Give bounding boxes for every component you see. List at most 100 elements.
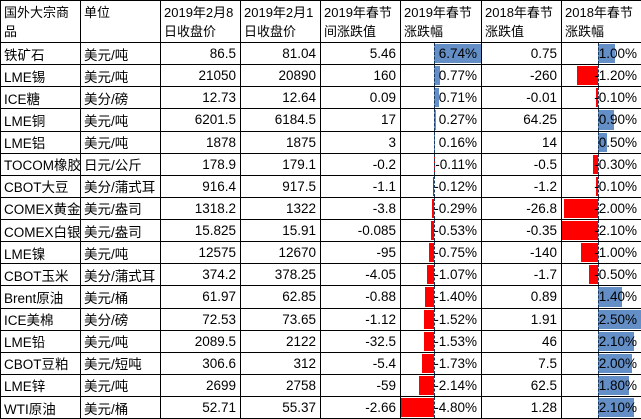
cell-value: LME镍 [4,246,46,262]
databar-axis-line [434,153,436,175]
cell-value: -5.4 [372,355,396,371]
cell-close-feb8: 72.53 [161,308,241,331]
databar-axis-line [434,242,436,264]
cell-value: LME锡 [4,69,46,85]
cell-value: 15.91 [282,223,316,239]
cell-value: -0.01 [526,90,557,106]
cell-value: 12.73 [202,90,236,106]
cell-pct-2019: -1.07% [401,264,482,287]
cell-value: ICE糖 [4,91,41,107]
cell-value: 美元/吨 [84,335,129,351]
cell-pct-2018: -2.10% [562,220,641,243]
cell-value: 81.04 [282,46,316,62]
cell-pct-2018: -1.00% [562,242,641,265]
cell-value: 179.1 [282,156,316,172]
cell-value: LME铅 [4,335,46,351]
cell-unit: 美元/吨 [81,109,161,132]
pct-value: 1.00% [598,46,637,62]
positive-data-bar [598,353,633,373]
cell-value: 2122 [285,333,316,349]
cell-value: 铁矿石 [4,47,45,63]
pct-value: 1.80% [598,377,637,393]
cell-change-2018: 62.5 [482,374,562,397]
cell-value: 73.65 [282,311,316,327]
pct-value: 2.50% [598,311,637,327]
cell-value: -0.2 [372,156,396,172]
cell-value: 美元/吨 [84,379,129,395]
cell-commodity: CBOT豆粕 [1,352,81,375]
cell-close-feb8: 306.6 [161,352,241,375]
cell-close-feb1: 378.25 [241,264,321,287]
cell-pct-2018: -0.10% [562,87,641,110]
databar-axis-line [434,131,436,153]
cell-change-2019: -1.12 [321,308,401,331]
cell-value: 374.2 [202,267,236,283]
databar-axis-line [598,131,600,153]
cell-value: -32.5 [365,333,396,349]
pct-value: -0.30% [594,156,637,172]
cell-commodity: LME铝 [1,131,81,154]
pct-value: -1.40% [434,289,477,305]
cell-value: 917.5 [282,178,316,194]
cell-value: 美元/短吨 [84,357,142,373]
databar-axis-line [434,43,436,65]
cell-change-2019: -3.8 [321,197,401,220]
positive-data-bar [598,398,635,418]
cell-value: 62.85 [282,289,316,305]
table-row: CBOT大豆 美分/蒲式耳 916.4 917.5 -1.1 -0.12% -1.2 -0.1… [1,175,641,198]
negative-data-bar [401,398,435,418]
cell-close-feb8: 52.71 [161,397,241,419]
cell-value: 美分/磅 [84,313,129,329]
cell-close-feb8: 12575 [161,242,241,265]
cell-unit: 美元/桶 [81,397,161,419]
cell-value: 美分/磅 [84,91,129,107]
cell-close-feb1: 20890 [241,65,321,88]
cell-value: 美元/桶 [84,401,129,417]
cell-pct-2018: -1.20% [562,65,641,88]
negative-data-bar [419,375,435,395]
cell-close-feb1: 73.65 [241,308,321,331]
cell-value: 2699 [205,377,236,393]
cell-pct-2019: -2.14% [401,374,482,397]
cell-commodity: TOCOM橡胶 [1,153,81,176]
cell-close-feb1: 15.91 [241,220,321,243]
header-change-2019: 2019年春节间涨跌值 [321,1,401,43]
databar-axis-line [434,175,436,197]
negative-data-bar [563,198,599,218]
cell-value: 2758 [285,377,316,393]
cell-value: 62.5 [530,377,557,393]
databar-axis-line [434,286,436,308]
cell-value: COMEX黄金 [4,202,81,218]
databar-axis-line [434,109,436,131]
cell-value: 0.75 [530,46,557,62]
cell-close-feb8: 6201.5 [161,109,241,132]
pct-value: 2.10% [598,400,637,416]
negative-data-bar [423,331,435,351]
cell-value: 12575 [198,245,236,261]
databar-axis-line [598,308,600,330]
positive-data-bar [598,44,616,64]
table-row: Brent原油 美元/桶 61.97 62.85 -0.88 -1.40% 0.89 1.40… [1,286,641,309]
table-row: 铁矿石 美元/吨 86.5 81.04 5.46 6.74% 0.75 1.00% [1,43,641,66]
cell-pct-2018: 1.40% [562,286,641,309]
cell-pct-2018: 0.50% [562,131,641,154]
cell-pct-2018: 1.80% [562,374,641,397]
cell-commodity: COMEX黄金 [1,197,81,220]
cell-close-feb1: 6184.5 [241,109,321,132]
cell-value: TOCOM橡胶 [4,158,81,174]
cell-value: 美元/吨 [84,113,129,129]
cell-value: 2089.5 [194,333,236,349]
cell-unit: 美元/吨 [81,131,161,154]
pct-value: -2.10% [594,223,637,239]
cell-value: 6184.5 [274,112,316,128]
cell-unit: 美元/吨 [81,43,161,66]
cell-change-2018: 64.25 [482,109,562,132]
cell-pct-2018: 1.00% [562,43,641,66]
cell-change-2018: 1.28 [482,397,562,419]
cell-close-feb1: 179.1 [241,153,321,176]
cell-pct-2018: -0.10% [562,175,641,198]
databar-axis-line [598,286,600,308]
pct-value: 0.50% [598,134,637,150]
cell-value: 美元/桶 [84,290,129,306]
cell-value: -0.5 [533,156,557,172]
